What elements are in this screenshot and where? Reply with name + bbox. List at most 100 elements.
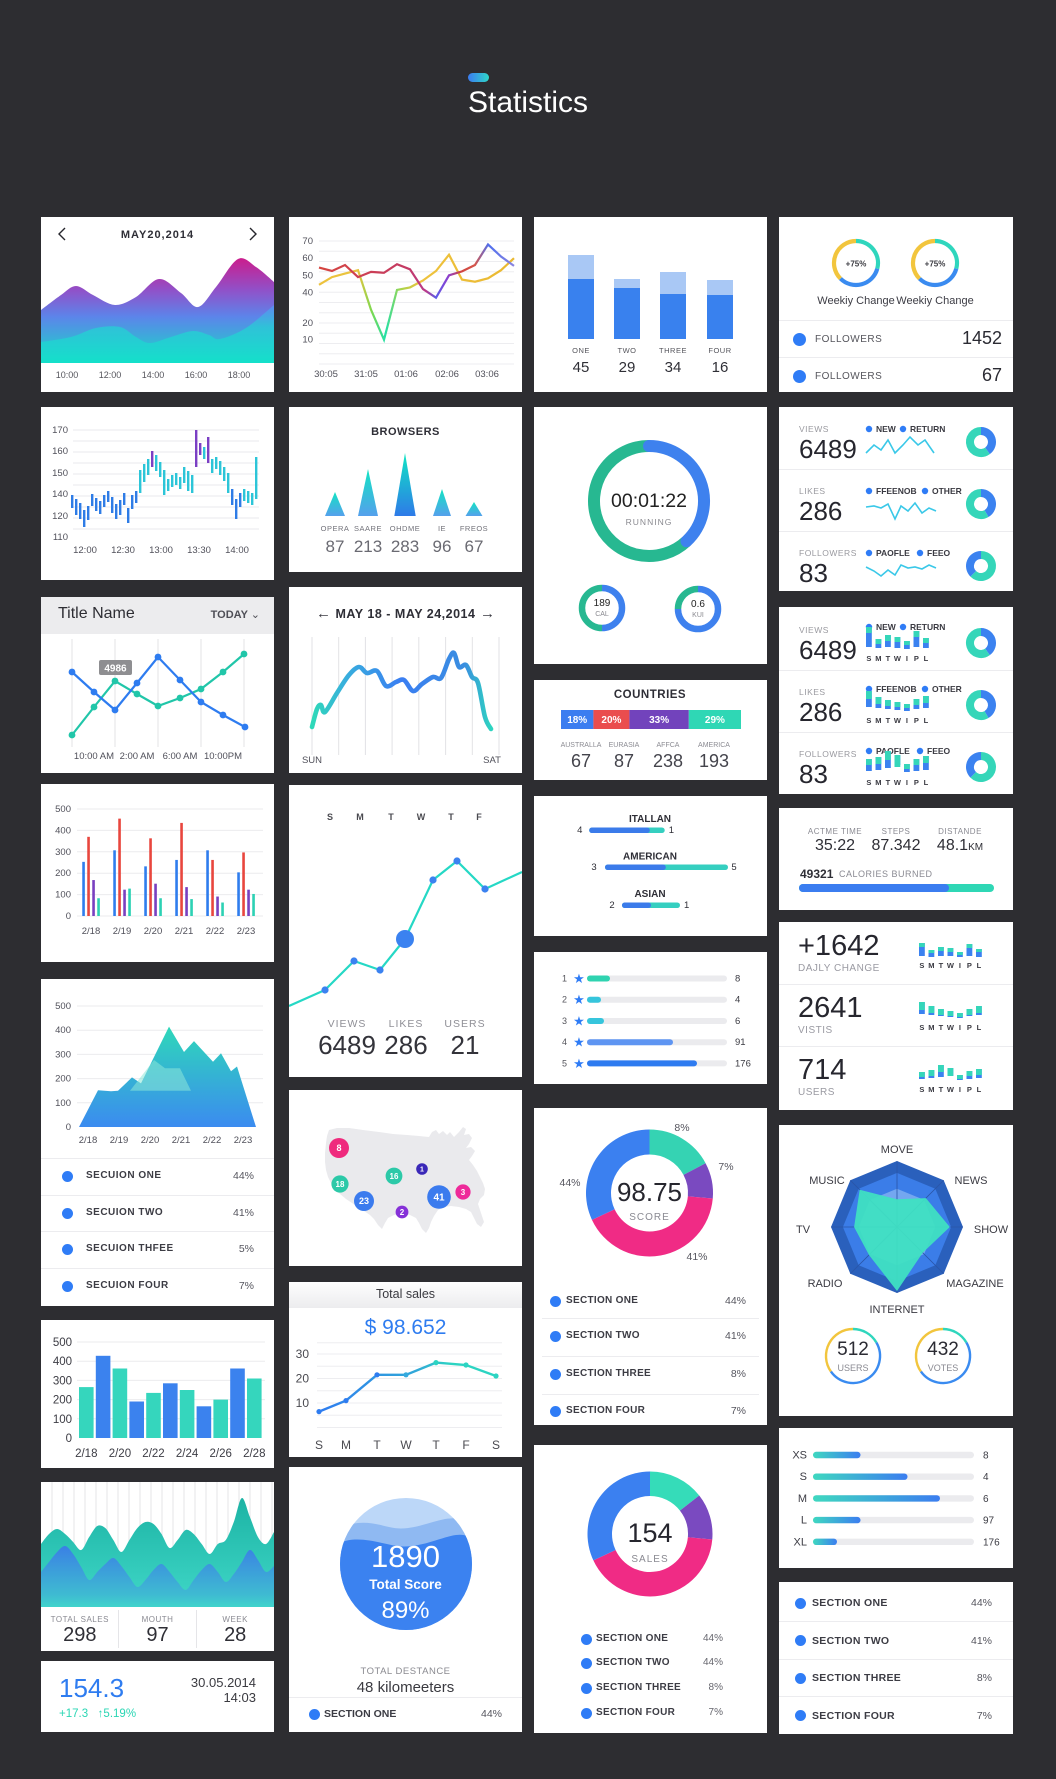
svg-text:10:00PM: 10:00PM: [204, 751, 242, 762]
svg-text:1: 1: [684, 900, 689, 911]
svg-text:0: 0: [66, 911, 71, 922]
svg-text:60: 60: [302, 253, 313, 264]
svg-text:87: 87: [614, 751, 634, 771]
svg-text:AMERICAN: AMERICAN: [623, 852, 677, 863]
svg-text:7%: 7%: [718, 1161, 733, 1173]
svg-text:1: 1: [420, 1167, 424, 1174]
svg-text:2: 2: [609, 900, 614, 911]
svg-text:12:00: 12:00: [73, 545, 97, 556]
svg-text:★: ★: [573, 1014, 585, 1029]
svg-text:87: 87: [326, 537, 345, 556]
svg-text:4: 4: [562, 1037, 567, 1047]
svg-text:10:00 AM: 10:00 AM: [74, 751, 114, 762]
svg-text:23: 23: [359, 1196, 369, 1206]
svg-text:S: S: [919, 1023, 924, 1032]
svg-text:4986: 4986: [104, 664, 127, 675]
svg-text:NEW: NEW: [876, 424, 897, 434]
svg-text:140: 140: [52, 489, 68, 500]
svg-text:P: P: [967, 1085, 972, 1094]
svg-text:00:01:22: 00:01:22: [611, 490, 687, 512]
svg-text:70: 70: [302, 236, 313, 247]
svg-text:4: 4: [735, 995, 740, 1006]
svg-text:97: 97: [983, 1516, 995, 1527]
svg-text:SALES: SALES: [631, 1554, 668, 1565]
svg-text:COUNTRIES: COUNTRIES: [614, 689, 686, 701]
svg-text:W: W: [894, 716, 902, 725]
svg-text:T: T: [886, 654, 891, 663]
svg-text:2/19: 2/19: [113, 926, 132, 937]
svg-text:P: P: [914, 716, 919, 725]
svg-text:FFEENOB: FFEENOB: [876, 486, 917, 496]
svg-text:41: 41: [433, 1193, 445, 1204]
svg-text:T: T: [432, 1438, 440, 1452]
svg-text:41%: 41%: [686, 1251, 707, 1263]
svg-text:P: P: [967, 1023, 972, 1032]
svg-text:PAOFLE: PAOFLE: [876, 746, 910, 756]
svg-text:03:06: 03:06: [475, 369, 499, 380]
svg-text:OHDME: OHDME: [390, 524, 420, 533]
svg-text:0.6: 0.6: [691, 599, 705, 610]
svg-text:FFEENOB: FFEENOB: [876, 684, 917, 694]
svg-text:M: M: [356, 812, 364, 822]
svg-text:30: 30: [296, 1347, 310, 1361]
svg-text:432: 432: [927, 1339, 959, 1360]
svg-text:IE: IE: [438, 524, 446, 533]
svg-text:T: T: [886, 716, 891, 725]
svg-text:20: 20: [296, 1372, 310, 1386]
svg-text:100: 100: [55, 1098, 71, 1109]
svg-text:2/26: 2/26: [210, 1448, 232, 1460]
svg-text:34: 34: [665, 359, 682, 376]
svg-text:TWO: TWO: [618, 346, 637, 355]
svg-text:2/21: 2/21: [172, 1135, 191, 1146]
svg-text:120: 120: [52, 511, 68, 522]
svg-text:2/22: 2/22: [142, 1448, 164, 1460]
svg-text:12:30: 12:30: [111, 545, 135, 556]
svg-text:SAARE: SAARE: [354, 524, 382, 533]
svg-text:L: L: [801, 1515, 807, 1527]
svg-text:M: M: [928, 1023, 934, 1032]
svg-text:200: 200: [55, 1074, 71, 1085]
svg-text:6: 6: [983, 1494, 989, 1505]
svg-text:W: W: [417, 812, 426, 822]
svg-text:2/22: 2/22: [203, 1135, 222, 1146]
svg-text:400: 400: [55, 825, 71, 836]
svg-text:100: 100: [55, 890, 71, 901]
svg-text:44%: 44%: [559, 1177, 580, 1189]
svg-text:ONE: ONE: [572, 346, 590, 355]
svg-text:AUSTRALLA: AUSTRALLA: [561, 742, 602, 749]
svg-text:18: 18: [336, 1180, 345, 1189]
svg-text:500: 500: [53, 1337, 72, 1349]
svg-text:8: 8: [735, 974, 740, 985]
svg-text:189: 189: [594, 598, 611, 609]
svg-text:S: S: [919, 1085, 924, 1094]
svg-text:T: T: [373, 1438, 381, 1452]
svg-text:200: 200: [53, 1395, 72, 1407]
svg-text:VOTES: VOTES: [928, 1363, 959, 1373]
svg-text:2/20: 2/20: [109, 1448, 131, 1460]
svg-text:0: 0: [66, 1122, 71, 1133]
svg-text:400: 400: [55, 1025, 71, 1036]
svg-text:THREE: THREE: [659, 346, 687, 355]
svg-text:T: T: [939, 961, 944, 970]
svg-text:3: 3: [591, 862, 596, 873]
svg-text:CAL: CAL: [595, 611, 609, 618]
svg-text:213: 213: [354, 537, 382, 556]
svg-text:OPERA: OPERA: [321, 524, 350, 533]
svg-text:FOUR: FOUR: [708, 346, 731, 355]
svg-text:FEEO: FEEO: [927, 548, 951, 558]
svg-text:3: 3: [562, 1016, 567, 1026]
svg-text:2/24: 2/24: [176, 1448, 199, 1460]
svg-text:M: M: [798, 1493, 807, 1505]
svg-text:193: 193: [699, 751, 729, 771]
svg-text:P: P: [967, 961, 972, 970]
svg-text:T: T: [448, 812, 454, 822]
svg-text:★: ★: [573, 992, 585, 1007]
svg-text:I: I: [906, 716, 908, 725]
svg-text:4: 4: [577, 825, 582, 836]
svg-text:2/28: 2/28: [243, 1448, 265, 1460]
svg-text:USERS: USERS: [837, 1363, 868, 1373]
svg-text:S: S: [866, 778, 871, 787]
svg-text:RETURN: RETURN: [910, 424, 945, 434]
svg-text:98.75: 98.75: [617, 1177, 682, 1207]
svg-text:T: T: [886, 778, 891, 787]
